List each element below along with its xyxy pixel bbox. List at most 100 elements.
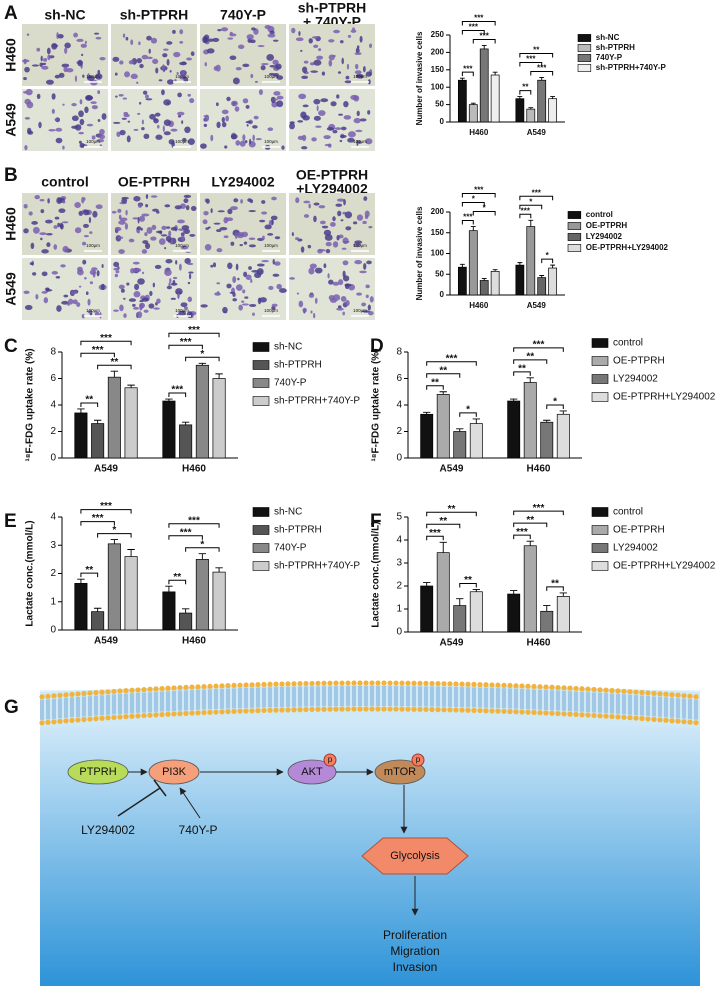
cell <box>155 134 163 140</box>
cell <box>36 93 41 99</box>
cell <box>123 111 129 116</box>
cell <box>156 298 161 304</box>
cell <box>244 296 249 299</box>
lipid-tail <box>58 698 62 719</box>
lipid-tail <box>622 694 626 715</box>
cell <box>295 37 304 42</box>
cell <box>339 139 343 143</box>
cell <box>164 268 168 273</box>
bar <box>453 431 467 459</box>
cell <box>78 140 82 144</box>
lipid-head <box>219 709 225 715</box>
bar <box>537 277 547 296</box>
error-bar <box>127 384 135 388</box>
lipid-tail <box>310 686 314 707</box>
cell <box>189 233 196 237</box>
lipid-tail <box>328 686 332 707</box>
cell <box>189 98 195 104</box>
lipid-head <box>339 706 345 712</box>
error-bar <box>543 605 551 612</box>
significance-label: ** <box>85 565 93 576</box>
cell <box>177 293 180 299</box>
y-tick-label: 0 <box>50 453 56 464</box>
lipid-head <box>195 684 201 690</box>
lipid-tail <box>640 695 644 716</box>
significance-label: *** <box>463 213 473 222</box>
column-header: +LY294002 <box>296 181 368 197</box>
y-axis-label: Number of invasive cells <box>415 206 424 300</box>
legend-swatch <box>591 374 609 384</box>
significance-bracket <box>461 20 496 26</box>
cell <box>261 200 266 204</box>
cell <box>245 120 252 124</box>
x-tick-label: H460 <box>182 636 206 647</box>
cell <box>323 263 327 269</box>
significance-label: ** <box>173 572 181 583</box>
cell <box>56 305 62 312</box>
cell <box>139 215 146 222</box>
lipid-head <box>207 709 213 715</box>
cell <box>187 262 194 266</box>
column-header: control <box>41 174 88 190</box>
row-label: H460 <box>3 38 19 72</box>
significance-bracket <box>168 579 187 585</box>
cell <box>303 200 311 204</box>
lipid-head <box>321 680 327 686</box>
cell <box>200 304 208 308</box>
bar <box>515 264 525 296</box>
lipid-tail <box>118 694 122 715</box>
lipid-head <box>231 682 237 688</box>
lipid-head <box>633 715 639 721</box>
cell <box>48 128 56 132</box>
lipid-head <box>411 680 417 686</box>
lipid-head <box>309 706 315 713</box>
cell <box>73 32 78 38</box>
cell <box>39 232 47 236</box>
y-tick-label: 8 <box>396 347 402 358</box>
cell <box>187 93 191 97</box>
significance-bracket <box>461 71 474 77</box>
significance-label: *** <box>532 188 542 197</box>
cell <box>315 125 322 128</box>
cell <box>158 238 166 245</box>
lipid-tail <box>316 686 320 707</box>
bar <box>107 376 121 459</box>
cell <box>238 44 245 49</box>
cell <box>180 235 185 242</box>
lipid-head <box>81 716 87 723</box>
error-bar <box>559 592 567 597</box>
significance-bracket <box>519 213 532 219</box>
cell <box>235 140 241 146</box>
significance-bracket <box>168 332 220 338</box>
significance-bracket <box>461 29 485 35</box>
cell <box>61 63 70 68</box>
lipid-tail <box>382 686 386 707</box>
y-tick-label: 4 <box>50 400 56 411</box>
phospho-label: p <box>328 755 333 764</box>
cell <box>264 25 271 30</box>
lipid-head <box>675 692 681 698</box>
node-label: PTPRH <box>79 766 116 778</box>
lipid-head <box>573 711 579 718</box>
significance-label: *** <box>474 186 484 195</box>
bar <box>91 423 105 459</box>
cell <box>133 196 141 202</box>
lipid-head <box>525 709 531 715</box>
y-tick-label: 250 <box>431 30 445 39</box>
lipid-head <box>477 681 483 688</box>
lipid-head <box>279 681 285 687</box>
y-tick-label: 100 <box>431 82 445 91</box>
error-bar <box>492 71 498 76</box>
cell <box>145 94 149 99</box>
cell <box>321 225 329 229</box>
lipid-head <box>285 707 291 713</box>
cell <box>235 263 239 271</box>
significance-label: *** <box>521 206 531 215</box>
cell <box>338 279 344 286</box>
cell <box>169 69 172 73</box>
cell <box>341 57 344 65</box>
cell <box>101 113 107 120</box>
lipid-head <box>135 687 141 693</box>
significance-bracket <box>168 344 203 350</box>
bar <box>162 591 176 631</box>
